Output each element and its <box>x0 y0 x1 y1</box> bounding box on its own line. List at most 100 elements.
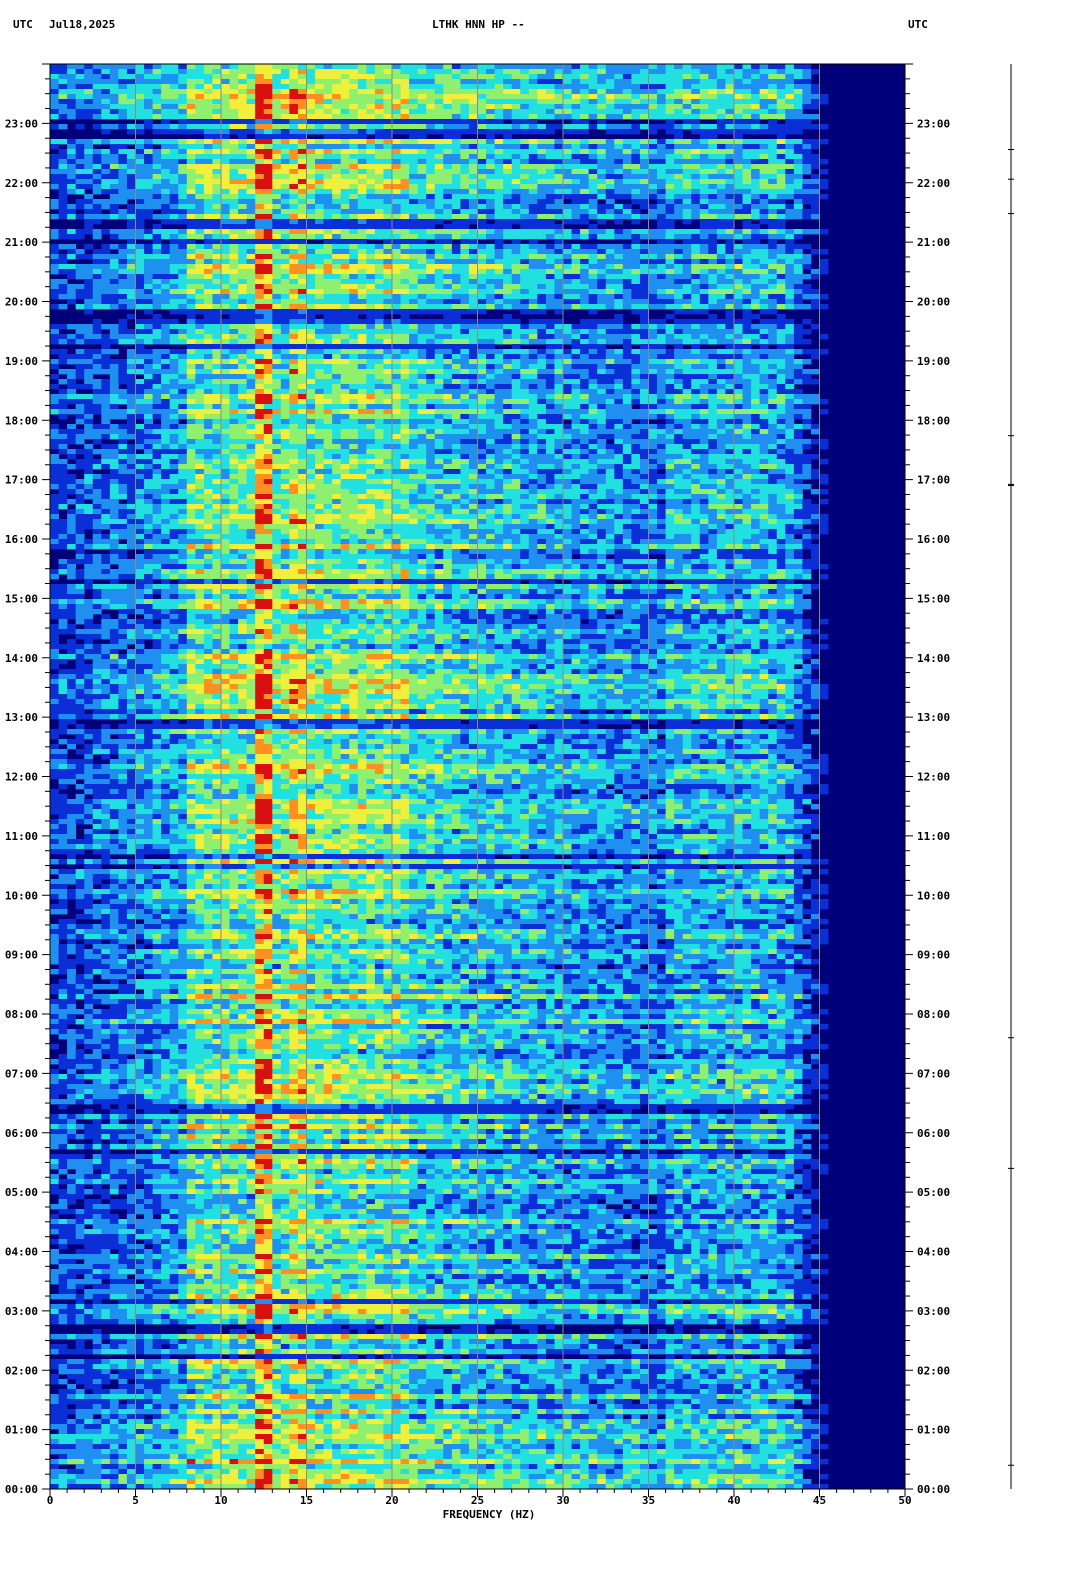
heatmap-cell <box>187 144 196 149</box>
heatmap-cell <box>170 329 179 334</box>
heatmap-cell <box>315 114 324 119</box>
heatmap-cell <box>700 269 709 274</box>
heatmap-cell <box>204 94 213 99</box>
heatmap-cell <box>127 229 136 234</box>
heatmap-cell <box>409 79 418 84</box>
heatmap-cell <box>802 189 811 194</box>
heatmap-cell <box>255 304 264 309</box>
heatmap-cell <box>136 79 145 84</box>
heatmap-cell <box>725 154 734 159</box>
heatmap-cell <box>554 89 563 94</box>
heatmap-cell <box>324 159 333 164</box>
heatmap-cell <box>281 69 290 74</box>
heatmap-cell <box>358 159 367 164</box>
heatmap-cell <box>401 344 410 349</box>
heatmap-cell <box>649 139 658 144</box>
heatmap-cell <box>170 84 179 89</box>
heatmap-cell <box>332 184 341 189</box>
heatmap-cell <box>537 179 546 184</box>
heatmap-cell <box>666 349 675 354</box>
heatmap-cell <box>717 109 726 114</box>
heatmap-cell <box>725 359 734 364</box>
heatmap-cell <box>332 154 341 159</box>
heatmap-cell <box>178 69 187 74</box>
heatmap-cell <box>307 334 316 339</box>
heatmap-cell <box>486 209 495 214</box>
heatmap-cell <box>426 354 435 359</box>
heatmap-cell <box>743 99 752 104</box>
heatmap-cell <box>127 329 136 334</box>
heatmap-cell <box>495 254 504 259</box>
heatmap-cell <box>751 64 760 69</box>
heatmap-cell <box>700 329 709 334</box>
heatmap-cell <box>734 114 743 119</box>
heatmap-cell <box>238 134 247 139</box>
heatmap-cell <box>460 299 469 304</box>
heatmap-cell <box>743 104 752 109</box>
heatmap-cell <box>503 159 512 164</box>
heatmap-cell <box>631 214 640 219</box>
heatmap-cell <box>554 249 563 254</box>
heatmap-cell <box>734 264 743 269</box>
heatmap-cell <box>683 139 692 144</box>
heatmap-cell <box>503 219 512 224</box>
heatmap-cell <box>238 224 247 229</box>
heatmap-cell <box>683 234 692 239</box>
heatmap-cell <box>195 179 204 184</box>
heatmap-cell <box>93 209 102 214</box>
heatmap-cell <box>170 264 179 269</box>
heatmap-cell <box>144 289 153 294</box>
heatmap-cell <box>580 164 589 169</box>
heatmap-cell <box>67 249 76 254</box>
heatmap-cell <box>760 299 769 304</box>
heatmap-cell <box>230 129 239 134</box>
heatmap-cell <box>606 99 615 104</box>
heatmap-cell <box>187 279 196 284</box>
heatmap-cell <box>794 279 803 284</box>
heatmap-cell <box>366 309 375 314</box>
heatmap-cell <box>794 184 803 189</box>
heatmap-cell <box>307 149 316 154</box>
heatmap-cell <box>452 119 461 124</box>
heatmap-cell <box>597 274 606 279</box>
heatmap-cell <box>264 299 273 304</box>
heatmap-cell <box>307 99 316 104</box>
heatmap-cell <box>195 224 204 229</box>
heatmap-cell <box>307 129 316 134</box>
heatmap-cell <box>572 169 581 174</box>
heatmap-cell <box>247 274 256 279</box>
heatmap-cell <box>666 269 675 274</box>
heatmap-cell <box>606 139 615 144</box>
heatmap-cell <box>460 149 469 154</box>
heatmap-cell <box>349 209 358 214</box>
heatmap-cell <box>537 209 546 214</box>
heatmap-cell <box>554 349 563 354</box>
heatmap-cell <box>554 199 563 204</box>
heatmap-cell <box>161 304 170 309</box>
heatmap-cell <box>332 204 341 209</box>
heatmap-cell <box>289 324 298 329</box>
heatmap-cell <box>221 89 230 94</box>
heatmap-cell <box>230 144 239 149</box>
heatmap-cell <box>486 324 495 329</box>
heatmap-cell <box>212 304 221 309</box>
heatmap-cell <box>409 334 418 339</box>
heatmap-cell <box>221 229 230 234</box>
heatmap-cell <box>691 164 700 169</box>
heatmap-cell <box>383 259 392 264</box>
heatmap-cell <box>59 244 68 249</box>
heatmap-cell <box>503 254 512 259</box>
heatmap-cell <box>255 234 264 239</box>
heatmap-cell <box>221 214 230 219</box>
heatmap-cell <box>426 64 435 69</box>
heatmap-cell <box>426 284 435 289</box>
heatmap-cell <box>691 99 700 104</box>
heatmap-cell <box>700 154 709 159</box>
heatmap-cell <box>597 189 606 194</box>
heatmap-cell <box>59 184 68 189</box>
heatmap-cell <box>187 124 196 129</box>
heatmap-cell <box>187 149 196 154</box>
heatmap-cell <box>743 244 752 249</box>
heatmap-cell <box>144 119 153 124</box>
heatmap-cell <box>503 129 512 134</box>
